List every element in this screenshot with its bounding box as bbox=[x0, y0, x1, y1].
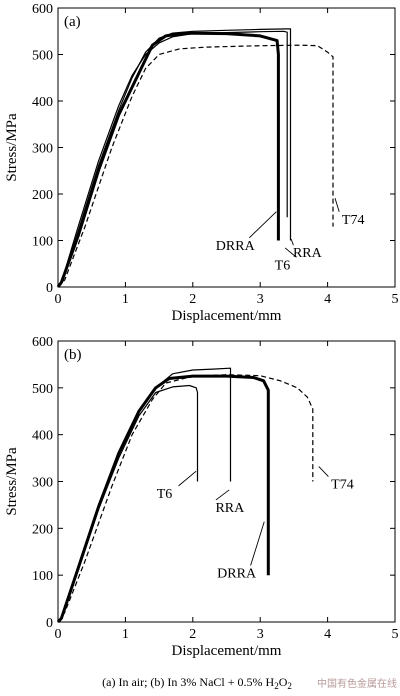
series-drra-line bbox=[56, 31, 280, 288]
series-t6-line bbox=[57, 384, 199, 623]
panel-label: (a) bbox=[64, 14, 81, 30]
panel-label: (b) bbox=[64, 347, 82, 363]
panel-a: 0 1 2 3 4 5 0 100 200 300 400 500 600 Displacement/mm… bbox=[4, 2, 399, 324]
annotation-label-rra: RRA bbox=[215, 501, 245, 516]
y-tick-label: 400 bbox=[32, 429, 53, 444]
x-tick-label: 0 bbox=[55, 627, 62, 642]
x-tick-label: 5 bbox=[392, 292, 399, 307]
y-tick-label: 600 bbox=[32, 2, 53, 17]
y-tick-label: 300 bbox=[32, 142, 53, 157]
annotation-leader-t6 bbox=[178, 470, 197, 487]
annotation-label-drra: DRRA bbox=[216, 239, 256, 254]
svg-text:(a) In air; (b) In 3% NaCl + 0: (a) In air; (b) In 3% NaCl + 0.5% H2O2 bbox=[102, 675, 292, 691]
series-t6-line bbox=[57, 28, 292, 288]
series-drra-line bbox=[56, 374, 270, 624]
y-tick-label: 300 bbox=[32, 476, 53, 491]
watermark: 中国有色金属在线 bbox=[317, 677, 397, 690]
annotation-label-t74: T74 bbox=[331, 478, 354, 493]
x-tick-label: 1 bbox=[122, 627, 129, 642]
series-t74-line bbox=[57, 44, 334, 288]
x-axis-label: Displacement/mm bbox=[172, 643, 282, 659]
annotation-leader-drra bbox=[250, 521, 265, 566]
y-tick-label: 500 bbox=[32, 382, 53, 397]
y-tick-label: 200 bbox=[32, 188, 53, 203]
annotation-label-rra: RRA bbox=[293, 246, 323, 261]
annotation-leader-rra bbox=[290, 238, 294, 246]
y-tick-label: 500 bbox=[32, 49, 53, 64]
caption-subscript-2: 2 bbox=[287, 681, 292, 691]
y-tick-label: 100 bbox=[32, 569, 53, 584]
series-t74-line bbox=[57, 374, 314, 623]
x-tick-label: 0 bbox=[55, 292, 62, 307]
y-tick-label: 600 bbox=[32, 335, 53, 350]
x-tick-label: 3 bbox=[257, 627, 264, 642]
y-tick-label: 100 bbox=[32, 235, 53, 250]
annotation-label-drra: DRRA bbox=[217, 567, 257, 582]
x-tick-label: 4 bbox=[324, 627, 331, 642]
annotation-label-t6: T6 bbox=[275, 258, 291, 273]
x-tick-label: 3 bbox=[257, 292, 264, 307]
caption: (a) In air; (b) In 3% NaCl + 0.5% H2O2 bbox=[102, 675, 292, 691]
annotation-label-t74: T74 bbox=[342, 213, 365, 228]
x-tick-label: 4 bbox=[324, 292, 331, 307]
caption-subscript-1: 2 bbox=[274, 681, 279, 691]
panel-b: 0 1 2 3 4 5 0 100 200 300 400 500 600 Displacement/mm… bbox=[4, 335, 399, 659]
x-tick-label: 1 bbox=[122, 292, 129, 307]
y-tick-label: 200 bbox=[32, 522, 53, 537]
annotation-leader-rra bbox=[215, 489, 230, 501]
x-tick-label: 5 bbox=[392, 627, 399, 642]
y-axis-label: Stress/MPa bbox=[4, 447, 20, 516]
y-tick-label: 0 bbox=[46, 281, 53, 296]
y-tick-label: 400 bbox=[32, 95, 53, 110]
annotation-leader-drra bbox=[248, 211, 277, 239]
annotation-leader-t74 bbox=[334, 198, 340, 212]
caption-text: (a) In air; (b) In 3% NaCl + 0.5% H bbox=[102, 675, 274, 689]
annotation-label-t6: T6 bbox=[157, 487, 173, 502]
annotation-leader-t74 bbox=[318, 466, 329, 477]
x-axis-label: Displacement/mm bbox=[172, 308, 282, 324]
y-axis-label: Stress/MPa bbox=[4, 113, 20, 182]
caption-text-2: O bbox=[279, 675, 288, 689]
series-rra-line bbox=[57, 30, 288, 288]
x-tick-label: 2 bbox=[189, 627, 196, 642]
annotation-leader-t6 bbox=[284, 247, 297, 258]
x-tick-label: 2 bbox=[189, 292, 196, 307]
y-tick-label: 0 bbox=[46, 616, 53, 631]
